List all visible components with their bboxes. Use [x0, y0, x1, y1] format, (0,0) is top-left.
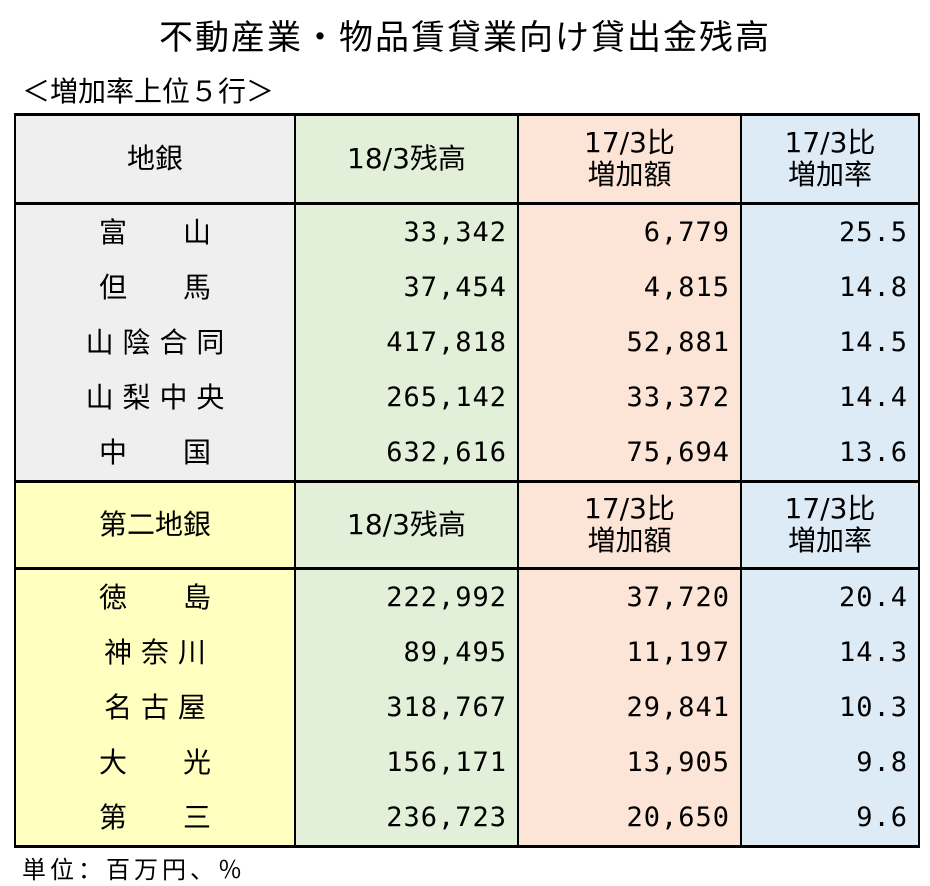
header-increase-amount-line2: 増加額 — [587, 158, 672, 191]
rate-cell: 14.5 — [740, 315, 920, 370]
table-row: 中 国 632,616 75,694 13.6 — [14, 425, 920, 482]
header-increase-rate: 17/3比 増加率 — [740, 113, 920, 205]
header-increase-amount: 17/3比 増加額 — [517, 480, 742, 570]
balance-cell: 33,342 — [294, 203, 519, 260]
bank-name: 山 陰 合 同 — [14, 315, 296, 370]
bank-name: 但 馬 — [14, 260, 296, 315]
table-row: 名 古 屋 318,767 29,841 10.3 — [14, 680, 920, 735]
header-increase-rate-line2: 増加率 — [787, 524, 872, 557]
bank-name: 山 梨 中 央 — [14, 370, 296, 425]
balance-cell: 417,818 — [294, 315, 519, 370]
page-title: 不動産業・物品賃貸業向け貸出金残高 — [159, 18, 771, 58]
increase-cell: 6,779 — [517, 203, 742, 260]
header-row-regional: 地銀 18/3残高 17/3比 増加額 17/3比 増加率 — [14, 113, 920, 205]
table-row: 神 奈 川 89,495 11,197 14.3 — [14, 625, 920, 680]
unit-footnote: 単位：百万円、％ — [22, 856, 246, 884]
balance-cell: 156,171 — [294, 735, 519, 790]
header-increase-rate-line1: 17/3比 — [784, 492, 876, 525]
balance-cell: 37,454 — [294, 260, 519, 315]
increase-cell: 75,694 — [517, 425, 742, 482]
table-row: 第 三 236,723 20,650 9.6 — [14, 790, 920, 848]
rate-cell: 9.6 — [740, 790, 920, 848]
increase-cell: 11,197 — [517, 625, 742, 680]
balance-cell: 222,992 — [294, 568, 519, 625]
rate-cell: 13.6 — [740, 425, 920, 482]
loan-balance-table: 地銀 18/3残高 17/3比 増加額 17/3比 増加率 富 山 33,342… — [14, 113, 920, 848]
increase-cell: 13,905 — [517, 735, 742, 790]
header-balance: 18/3残高 — [294, 113, 519, 205]
table-row: 大 光 156,171 13,905 9.8 — [14, 735, 920, 790]
header-increase-amount-line2: 増加額 — [587, 524, 672, 557]
table-row: 山 梨 中 央 265,142 33,372 14.4 — [14, 370, 920, 425]
rate-cell: 14.3 — [740, 625, 920, 680]
increase-cell: 37,720 — [517, 568, 742, 625]
balance-cell: 236,723 — [294, 790, 519, 848]
header-increase-rate-line2: 増加率 — [787, 158, 872, 191]
rate-cell: 14.4 — [740, 370, 920, 425]
bank-name: 徳 島 — [14, 568, 296, 625]
balance-cell: 89,495 — [294, 625, 519, 680]
bank-name: 神 奈 川 — [14, 625, 296, 680]
bank-name: 大 光 — [14, 735, 296, 790]
balance-cell: 318,767 — [294, 680, 519, 735]
bank-name: 富 山 — [14, 203, 296, 260]
increase-cell: 33,372 — [517, 370, 742, 425]
rate-cell: 9.8 — [740, 735, 920, 790]
bank-name: 中 国 — [14, 425, 296, 482]
rate-cell: 14.8 — [740, 260, 920, 315]
increase-cell: 29,841 — [517, 680, 742, 735]
header-increase-amount: 17/3比 増加額 — [517, 113, 742, 205]
table-row: 富 山 33,342 6,779 25.5 — [14, 203, 920, 260]
header-increase-amount-line1: 17/3比 — [584, 492, 675, 525]
header-balance: 18/3残高 — [294, 480, 519, 570]
header-regional-banks: 地銀 — [14, 113, 296, 205]
table-row: 山 陰 合 同 417,818 52,881 14.5 — [14, 315, 920, 370]
increase-cell: 4,815 — [517, 260, 742, 315]
bank-name: 名 古 屋 — [14, 680, 296, 735]
bank-name: 第 三 — [14, 790, 296, 848]
increase-cell: 52,881 — [517, 315, 742, 370]
rate-cell: 10.3 — [740, 680, 920, 735]
rate-cell: 25.5 — [740, 203, 920, 260]
header-row-second-regional: 第二地銀 18/3残高 17/3比 増加額 17/3比 増加率 — [14, 480, 920, 570]
header-increase-amount-line1: 17/3比 — [584, 126, 675, 159]
header-increase-rate: 17/3比 増加率 — [740, 480, 920, 570]
table-row: 徳 島 222,992 37,720 20.4 — [14, 568, 920, 625]
increase-cell: 20,650 — [517, 790, 742, 848]
balance-cell: 632,616 — [294, 425, 519, 482]
header-second-regional-banks: 第二地銀 — [14, 480, 296, 570]
header-increase-rate-line1: 17/3比 — [784, 126, 876, 159]
subtitle: ＜増加率上位５行＞ — [22, 75, 275, 108]
table-row: 但 馬 37,454 4,815 14.8 — [14, 260, 920, 315]
balance-cell: 265,142 — [294, 370, 519, 425]
rate-cell: 20.4 — [740, 568, 920, 625]
